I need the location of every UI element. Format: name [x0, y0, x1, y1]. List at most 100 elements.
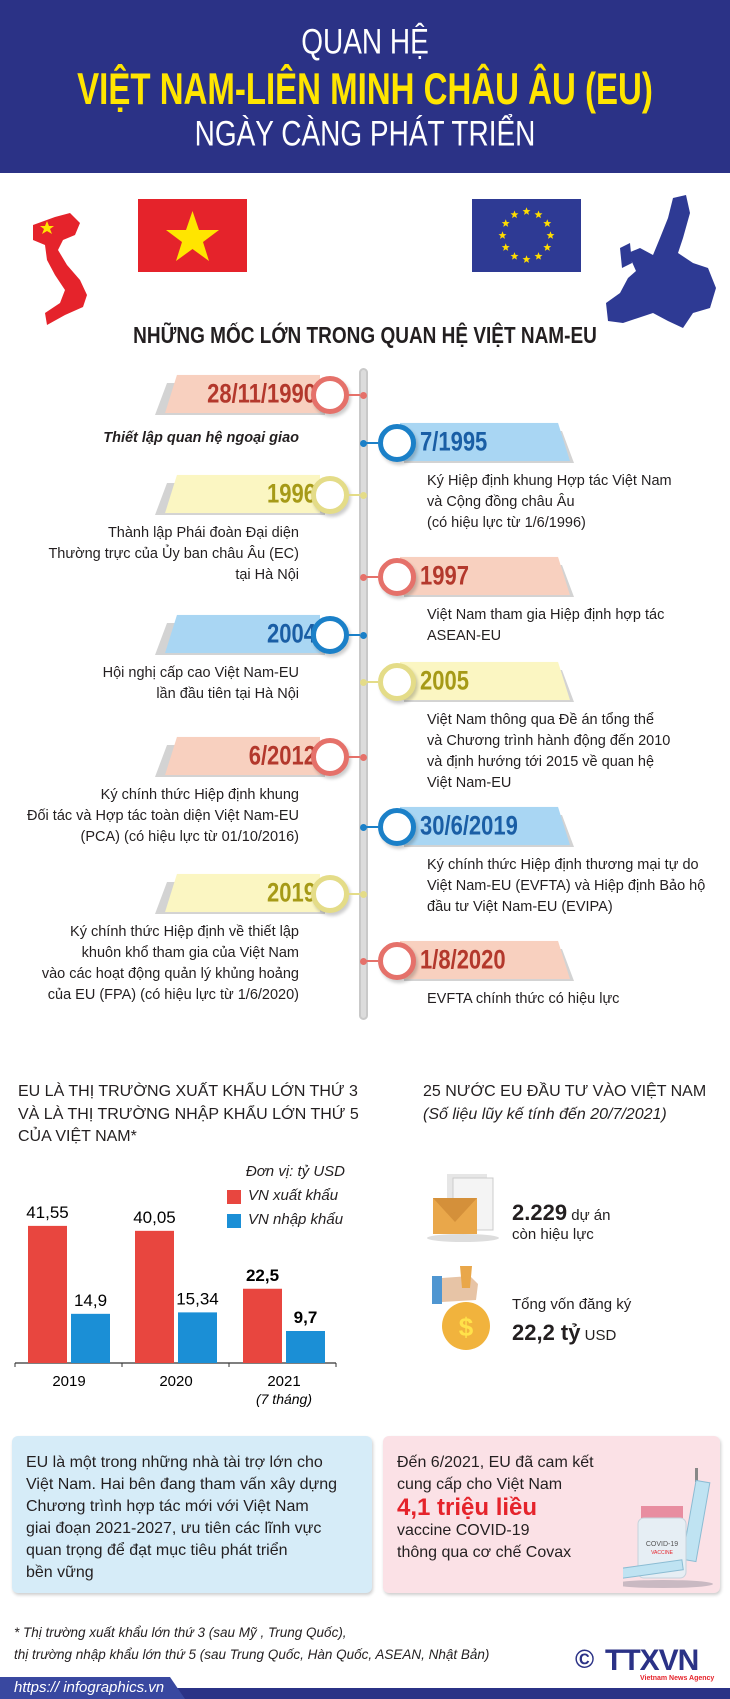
milestone-date: 2005 [400, 662, 570, 700]
trade-heading-line: CỦA VIỆT NAM* [18, 1128, 137, 1145]
vaccine-text-line: Đến 6/2021, EU đã cam kết [397, 1454, 594, 1471]
donor-text-line: EU là một trong những nhà tài trợ lớn ch… [26, 1454, 323, 1471]
projects-value: 2.229 [512, 1200, 568, 1225]
milestone-date: 7/1995 [400, 423, 570, 461]
capital-stat: 22,2 tỷ USD [512, 1320, 616, 1346]
eu-star-icon [522, 207, 531, 215]
milestone-description: Hội nghị cấp cao Việt Nam-EU lần đầu tiên… [7, 663, 299, 705]
svg-text:$: $ [459, 1312, 474, 1342]
timeline-dot [360, 632, 367, 639]
bar-export [28, 1225, 67, 1363]
legend-swatch-export [227, 1190, 241, 1204]
milestone-date: 1/8/2020 [400, 941, 570, 979]
timeline-dot [360, 958, 367, 965]
donor-text-line: bền vững [26, 1564, 94, 1581]
bar-value-label: 14,9 [74, 1291, 107, 1310]
ttxvn-logo: TTXVN [605, 1644, 699, 1677]
milestone-description: Ký Hiệp định khung Hợp tác Việt Nam và Cộ… [427, 471, 722, 534]
milestone-connector [348, 893, 360, 895]
milestone-connector [348, 634, 360, 636]
milestone-circle [311, 875, 349, 913]
trade-heading-line: EU LÀ THỊ TRƯỜNG XUẤT KHẨU LỚN THỨ 3 [18, 1083, 358, 1100]
timeline-dot [360, 574, 367, 581]
milestone-date: 2004 [165, 614, 320, 654]
milestone-circle [378, 808, 416, 846]
milestone-text-line: (PCA) (có hiệu lực từ 01/10/2016) [80, 829, 299, 845]
donor-text-line: giai đoạn 2021-2027, ưu tiên các lĩnh vự… [26, 1520, 322, 1537]
milestone-description: Ký chính thức Hiệp định thương mại tự do… [427, 855, 722, 918]
milestone-text-line: Hội nghị cấp cao Việt Nam-EU [102, 665, 299, 681]
x-tick-label: 2020 [159, 1373, 192, 1390]
star-icon [166, 211, 219, 261]
milestone-connector [348, 394, 360, 396]
vaccine-text-line: thông qua cơ chế Covax [397, 1544, 572, 1561]
milestone-text-line: của EU (FPA) (có hiệu lực từ 1/6/2020) [47, 987, 299, 1003]
eu-flag [472, 199, 581, 272]
milestone-text-line: vào các hoạt động quản lý khủng hoảng [41, 966, 299, 982]
bar-export [243, 1288, 282, 1363]
donor-text-line: Việt Nam. Hai bên đang tham vấn xây dựng [26, 1476, 338, 1493]
donor-text-line: quan trọng để đạt mục tiêu phát triển [26, 1542, 288, 1559]
bar-value-label: 41,55 [26, 1203, 69, 1222]
capital-unit: USD [584, 1327, 617, 1344]
milestone-text-line: Việt Nam-EU (EVFTA) và Hiệp định Bảo hộ [427, 878, 706, 894]
footer-url[interactable]: https:// infographics.vn [14, 1679, 165, 1696]
milestone-date: 2019 [165, 873, 320, 913]
timeline-line [359, 368, 368, 1020]
milestone-description: Ký chính thức Hiệp định về thiết lập khuô… [7, 922, 299, 1006]
vaccine-doses: 4,1 triệu liều [397, 1494, 538, 1521]
milestone-connector [348, 756, 360, 758]
milestone-text-line: lần đầu tiên tại Hà Nội [156, 686, 299, 702]
milestone-description: Việt Nam thông qua Đề án tổng thể và Chươ… [427, 710, 722, 794]
milestone-connector [348, 494, 360, 496]
section-title: NHỮNG MỐC LỚN TRONG QUAN HỆ VIỆT NAM-EU [133, 323, 597, 349]
milestone-description: Thành lập Phái đoàn Đại diện Thường trực … [7, 523, 299, 586]
milestone-text-line: tại Hà Nội [235, 567, 299, 583]
bar-value-label: 9,7 [294, 1308, 318, 1327]
projects-label: còn hiệu lực [512, 1226, 594, 1243]
milestone-description: Thiết lập quan hệ ngoại giao [7, 428, 299, 449]
milestone-description: Ký chính thức Hiệp định khung Đối tác và … [7, 785, 299, 848]
milestone-text-line: (có hiệu lực từ 1/6/1996) [427, 515, 586, 531]
trade-heading: EU LÀ THỊ TRƯỜNG XUẤT KHẨU LỚN THỨ 3 VÀ … [18, 1081, 359, 1149]
eu-star-icon [534, 252, 543, 260]
vial-sub: VACCINE [651, 1550, 674, 1556]
milestone-circle [311, 738, 349, 776]
milestone-date: 28/11/1990 [165, 374, 320, 414]
milestone-text-line: Ký chính thức Hiệp định về thiết lập [70, 924, 299, 940]
vial-label: COVID-19 [646, 1541, 678, 1548]
milestone-text-line: Ký chính thức Hiệp định thương mại tự do [427, 857, 699, 873]
vaccine-syringe-icon: COVID-19 VACCINE [623, 1468, 713, 1588]
milestone-connector [366, 576, 378, 578]
eu-star-icon [546, 231, 555, 239]
footnote: * Thị trường xuất khẩu lớn thứ 3 (sau Mỹ… [14, 1622, 489, 1666]
milestone-description: EVFTA chính thức có hiệu lực [427, 989, 722, 1010]
timeline-dot [360, 824, 367, 831]
milestone-text-line: Việt Nam thông qua Đề án tổng thể [427, 712, 655, 728]
projects-stat: 2.229 dự án [512, 1200, 610, 1226]
copyright-symbol: © [575, 1644, 595, 1674]
x-tick-label: 2019 [52, 1373, 85, 1390]
milestone-circle [378, 663, 416, 701]
bar-value-label: 15,34 [176, 1289, 219, 1308]
title-line-2: VIỆT NAM-LIÊN MINH CHÂU ÂU (EU) [77, 63, 653, 114]
milestone-text-line: Ký Hiệp định khung Hợp tác Việt Nam [427, 473, 672, 489]
donor-info-box: EU là một trong những nhà tài trợ lớn ch… [12, 1436, 372, 1593]
timeline-dot [360, 492, 367, 499]
footer-bar [0, 1688, 730, 1699]
milestone-circle [378, 942, 416, 980]
milestone-description: Việt Nam tham gia Hiệp định hợp tác ASEAN… [427, 605, 722, 647]
timeline-dot [360, 440, 367, 447]
projects-unit: dự án [571, 1207, 611, 1224]
milestone-connector [366, 442, 378, 444]
money-bag-icon: $ [432, 1266, 490, 1350]
x-tick-note: (7 tháng) [256, 1391, 312, 1407]
milestone-date: 6/2012 [165, 736, 320, 776]
milestone-text-line: Việt Nam tham gia Hiệp định hợp tác [427, 607, 665, 623]
milestone-connector [366, 960, 378, 962]
milestone-text-line: và định hướng tới 2015 về quan hệ [427, 754, 655, 770]
milestone-text-line: Thiết lập quan hệ ngoại giao [103, 430, 299, 446]
europe-map-icon [606, 195, 716, 328]
vietnam-map-icon [33, 213, 87, 325]
milestone-text-line: khuôn khổ tham gia của Việt Nam [81, 945, 299, 961]
